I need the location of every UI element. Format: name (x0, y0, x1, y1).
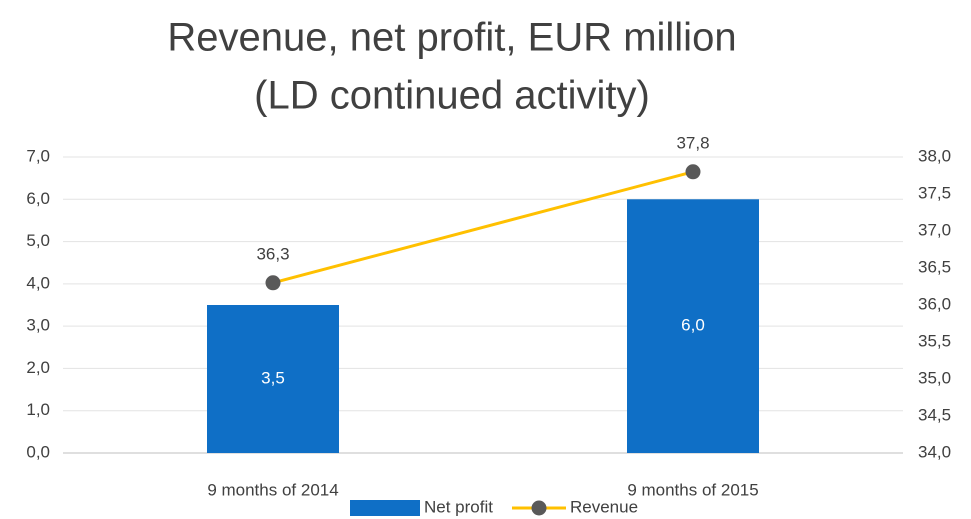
line (272, 170, 694, 285)
y-tick-label: 7,0 (26, 146, 50, 165)
y-tick-label: 4,0 (26, 273, 50, 292)
line-label: 37,8 (676, 133, 709, 152)
y-tick-label: 5,0 (26, 231, 50, 250)
y2-tick-label: 35,5 (918, 331, 951, 350)
line-marker (685, 164, 701, 180)
y2-tick-label: 35,0 (918, 368, 951, 387)
y-tick-label: 1,0 (26, 400, 50, 419)
bar (627, 199, 759, 453)
y-tick-label: 3,0 (26, 316, 50, 335)
y2-tick-label: 37,0 (918, 220, 951, 239)
y2-tick-label: 34,5 (918, 405, 951, 424)
legend-swatch (531, 500, 547, 516)
x-tick-label: 9 months of 2014 (207, 480, 338, 499)
chart-title: Revenue, net profit, EUR million (167, 16, 736, 60)
line-label: 36,3 (256, 244, 289, 263)
bar-label: 6,0 (681, 316, 705, 335)
y-tick-label: 2,0 (26, 358, 50, 377)
y2-tick-label: 34,0 (918, 442, 951, 461)
y-tick-label: 0,0 (26, 442, 50, 461)
y2-tick-label: 38,0 (918, 146, 951, 165)
bar-label: 3,5 (261, 368, 285, 387)
y2-tick-label: 37,5 (918, 183, 951, 202)
legend-label: Revenue (570, 497, 638, 516)
legend-swatch (350, 500, 420, 516)
legend-label: Net profit (424, 497, 493, 516)
x-tick-label: 9 months of 2015 (627, 480, 758, 499)
y2-tick-label: 36,0 (918, 294, 951, 313)
bar (207, 305, 339, 453)
chart-title: (LD continued activity) (254, 74, 650, 118)
y2-tick-label: 36,5 (918, 257, 951, 276)
y-tick-label: 6,0 (26, 189, 50, 208)
line-marker (265, 275, 281, 291)
